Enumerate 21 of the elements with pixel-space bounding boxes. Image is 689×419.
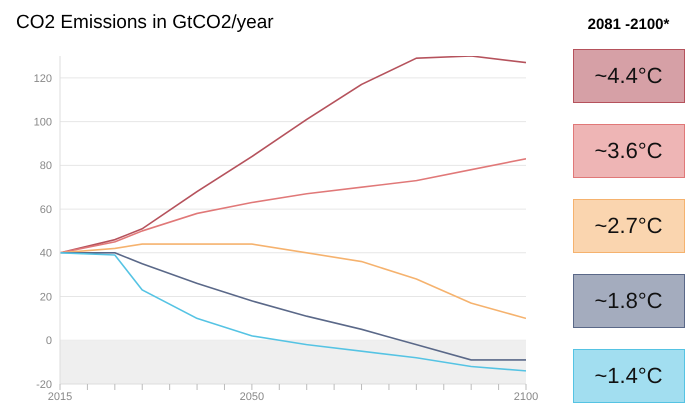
y-tick-label: 40 (40, 248, 52, 260)
line-series (60, 56, 526, 254)
x-tick-label: 2050 (240, 390, 264, 403)
text: ~1.4°C (594, 363, 663, 389)
y-tick-label: 120 (34, 72, 52, 85)
y-tick-label: 80 (40, 160, 52, 172)
text: ~2.7°C (594, 213, 663, 239)
x-tick-label: 2015 (48, 390, 72, 403)
y-tick-label: 100 (34, 116, 52, 129)
y-tick-label: 60 (40, 204, 52, 216)
line-series (60, 243, 526, 320)
text: ~1.8°C (594, 288, 663, 314)
legend-title: 2081 -2100* (588, 16, 670, 33)
text: ~3.6°C (594, 138, 663, 164)
y-tick-label: 0 (46, 335, 52, 348)
y-tick-label: 20 (40, 291, 52, 304)
y-tick-label: -20 (36, 378, 52, 391)
chart-title: CO2 Emissions in GtCO2/year (16, 12, 275, 35)
line-series (60, 158, 526, 254)
text: ~4.4°C (594, 63, 663, 89)
x-tick-label: 2100 (514, 390, 538, 403)
